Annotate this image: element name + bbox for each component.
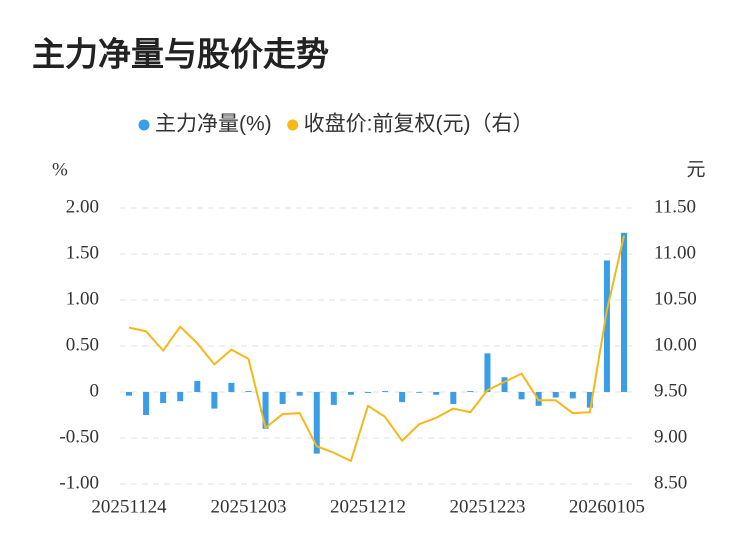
bar bbox=[501, 377, 508, 392]
bar bbox=[347, 392, 354, 395]
x-tick-label: 20251203 bbox=[210, 496, 286, 517]
bar bbox=[364, 392, 371, 393]
bar bbox=[586, 392, 593, 408]
chart-title: 主力净量与股价走势 bbox=[32, 36, 329, 73]
y-tick-label: 1.00 bbox=[66, 288, 99, 309]
price-line bbox=[128, 235, 625, 462]
bar bbox=[416, 392, 423, 393]
bar bbox=[450, 392, 457, 404]
bar bbox=[143, 392, 150, 415]
bar bbox=[569, 392, 576, 399]
bar bbox=[399, 392, 406, 403]
y2-tick-label: 11.00 bbox=[654, 242, 696, 263]
legend-marker bbox=[287, 119, 299, 131]
y-tick-label: 0 bbox=[90, 380, 100, 401]
x-tick-label: 20251212 bbox=[330, 496, 406, 517]
bar bbox=[621, 232, 627, 392]
bar bbox=[126, 392, 132, 396]
y-tick-label: 1.50 bbox=[66, 242, 99, 263]
bar bbox=[160, 392, 167, 404]
bar bbox=[245, 391, 252, 392]
legend-marker bbox=[138, 119, 150, 131]
y2-tick-label: 10.50 bbox=[654, 288, 697, 309]
bar bbox=[313, 392, 320, 454]
x-tick-label: 20251223 bbox=[449, 496, 525, 517]
x-tick-label: 20260105 bbox=[569, 496, 645, 517]
bar bbox=[228, 382, 235, 392]
y-tick-label: -0.50 bbox=[59, 426, 99, 447]
x-tick-label: 20251124 bbox=[91, 496, 167, 517]
y-tick-label: -1.00 bbox=[59, 472, 99, 493]
y-tick-label: 2.00 bbox=[66, 196, 99, 217]
bar bbox=[382, 391, 389, 392]
bar bbox=[603, 260, 610, 392]
y2-tick-label: 9.00 bbox=[654, 426, 687, 447]
bar bbox=[467, 391, 474, 392]
y2-tick-label: 8.50 bbox=[654, 472, 687, 493]
bar bbox=[296, 392, 303, 396]
y-tick-label: 0.50 bbox=[66, 334, 99, 355]
legend-label: 收盘价:前复权(元)（右） bbox=[304, 113, 534, 136]
y2-axis-label: 元 bbox=[686, 159, 705, 180]
bar bbox=[433, 392, 440, 395]
bar bbox=[262, 392, 269, 429]
bar bbox=[552, 392, 559, 398]
y2-tick-label: 9.50 bbox=[654, 380, 687, 401]
bar bbox=[484, 353, 491, 392]
legend-label: 主力净量(%) bbox=[155, 113, 272, 136]
bar bbox=[279, 392, 286, 404]
bar bbox=[330, 392, 337, 405]
bar bbox=[211, 392, 218, 409]
y2-tick-label: 10.00 bbox=[654, 334, 697, 355]
y-axis-label: % bbox=[52, 159, 68, 180]
bar bbox=[518, 392, 525, 400]
y2-tick-label: 11.50 bbox=[654, 196, 696, 217]
bar bbox=[177, 392, 184, 402]
bar bbox=[194, 380, 201, 392]
